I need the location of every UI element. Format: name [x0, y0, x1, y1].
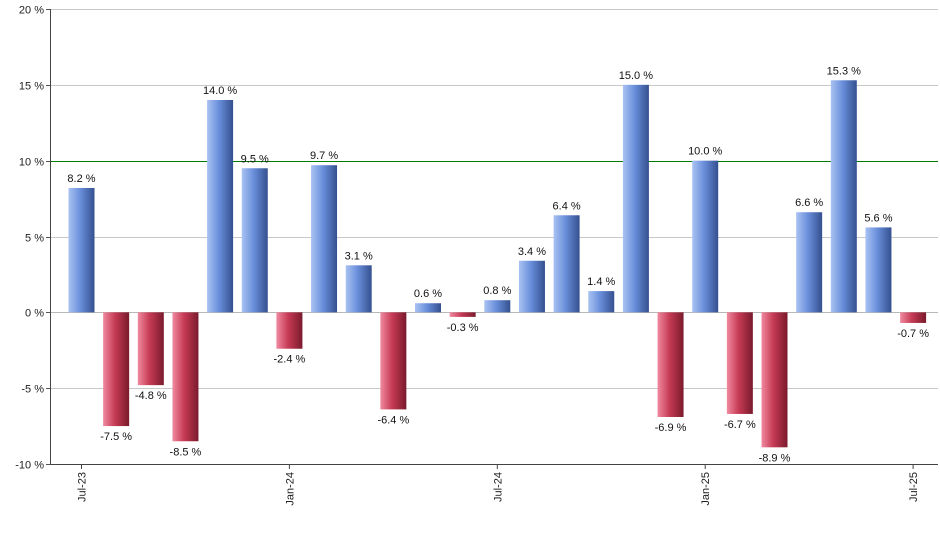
bar-value-label: 14.0 % [203, 85, 237, 97]
bar [518, 260, 545, 313]
bar-value-label: 3.1 % [345, 250, 373, 262]
bar [796, 212, 823, 313]
bar [345, 265, 372, 313]
bar [103, 312, 130, 427]
bar-value-label: -0.7 % [897, 328, 929, 340]
bar [830, 80, 857, 313]
bar-value-label: -8.9 % [759, 452, 791, 464]
bar-value-label: -0.3 % [447, 322, 479, 334]
bar [865, 227, 892, 313]
bar [415, 303, 441, 313]
bar-value-label: 15.0 % [619, 70, 653, 82]
x-tick-label: Jul-25 [908, 472, 920, 502]
x-tick-label: Jul-24 [492, 472, 504, 502]
y-tick-label: -10 % [15, 460, 44, 472]
x-tick-label: Jul-23 [77, 472, 89, 502]
bars [68, 80, 927, 448]
bar-value-label: 8.2 % [67, 173, 95, 185]
bar-value-label: -2.4 % [274, 354, 306, 366]
bar [207, 100, 234, 313]
bar [380, 312, 407, 410]
bar-value-label: 3.4 % [518, 246, 546, 258]
bar [761, 312, 788, 448]
x-tick-label: Jan-25 [700, 472, 712, 506]
bar [622, 84, 649, 313]
bar-value-label: -6.7 % [724, 419, 756, 431]
bar [692, 160, 719, 313]
bar [172, 312, 199, 442]
y-tick-label: 10 % [19, 157, 44, 169]
bar [449, 312, 476, 317]
bar [484, 300, 511, 313]
bar-value-label: 5.6 % [864, 212, 892, 224]
bar [241, 168, 268, 313]
bar-value-label: 0.6 % [414, 288, 442, 300]
y-tick-label: -5 % [21, 384, 44, 396]
axes: 20 % 15 % 10 % 5 % 0 % -5 % -10 % Jul-23 Jan-24 J… [15, 5, 938, 506]
bar [68, 187, 95, 313]
bar [657, 312, 684, 417]
bar-value-label: -6.9 % [655, 422, 687, 434]
y-tick-label: 15 % [19, 81, 44, 93]
bar [726, 312, 753, 414]
y-tick-label: 5 % [25, 233, 44, 245]
bar [276, 312, 303, 349]
bar [588, 291, 615, 313]
bar-value-label: 10.0 % [688, 146, 722, 158]
y-tick-label: 20 % [19, 5, 44, 17]
bar-value-label: 1.4 % [587, 276, 615, 288]
y-tick-label: 0 % [25, 308, 44, 320]
bar-value-label: 6.6 % [795, 197, 823, 209]
bar-value-label: -8.5 % [170, 446, 202, 458]
bar [311, 165, 338, 313]
bar-value-label: 9.5 % [241, 153, 269, 165]
bar-value-label: -6.4 % [377, 414, 409, 426]
bar-value-label: 0.8 % [483, 285, 511, 297]
bar [553, 215, 580, 313]
bar-value-label: -4.8 % [135, 390, 167, 402]
bar-value-label: 9.7 % [310, 150, 338, 162]
bar [900, 312, 927, 323]
bar-value-label: 6.4 % [553, 200, 581, 212]
bar-value-labels: 8.2 % -7.5 % -4.8 % -8.5 % 14.0 % 9.5 % -2.4 %… [67, 65, 929, 464]
bar-value-label: 15.3 % [827, 65, 861, 77]
bar [137, 312, 164, 386]
x-tick-label: Jan-24 [284, 472, 296, 506]
bar-value-label: -7.5 % [100, 431, 132, 443]
